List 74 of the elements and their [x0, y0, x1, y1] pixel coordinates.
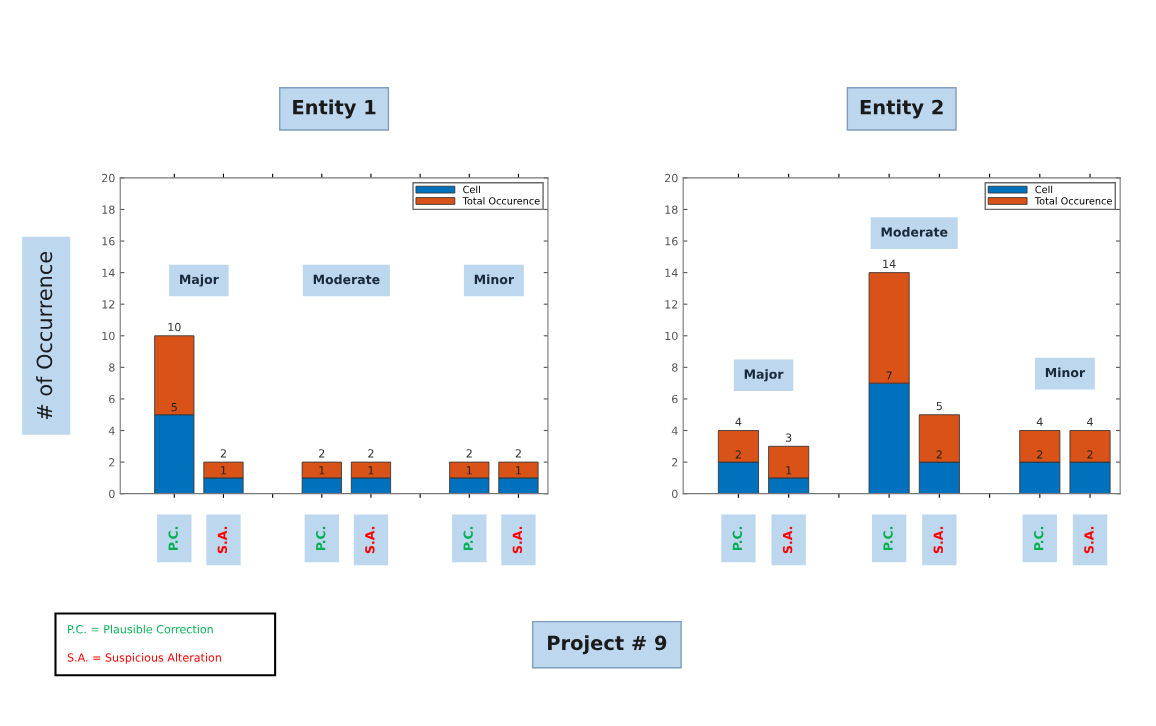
annotation: Minor	[1045, 367, 1086, 378]
total-label: 2	[368, 449, 374, 458]
data-label: 2	[1087, 450, 1093, 459]
y-tick-label: 20	[102, 173, 115, 183]
y-tick-label: 10	[102, 331, 115, 341]
data-label: 1	[466, 466, 472, 475]
x-tick-label: P.C.	[315, 526, 326, 551]
annotation: Major	[744, 369, 784, 382]
data-label: 5	[171, 403, 177, 412]
y-tick-label: 14	[102, 268, 115, 277]
annotation: Moderate	[313, 274, 380, 285]
total-label: 4	[1036, 417, 1043, 426]
y-tick-label: 14	[665, 268, 678, 277]
legend-label: Cell	[1035, 185, 1053, 194]
y-tick-label: 4	[671, 426, 678, 435]
x-tick-label: P.C.	[883, 526, 893, 551]
total-label: 4	[735, 417, 742, 426]
x-tick-label: P.C.	[732, 526, 743, 551]
y-tick-label: 8	[109, 363, 115, 372]
y-tick-label: 16	[665, 237, 678, 246]
text: P.C. = Plausible Correction	[68, 624, 213, 634]
data-label: 1	[786, 466, 792, 475]
y-tick-label: 12	[665, 300, 678, 309]
x-tick-label: S.A.	[217, 526, 228, 554]
y-tick-label: 16	[102, 237, 115, 246]
y-tick-label: 4	[108, 426, 115, 435]
y-tick-label: 18	[665, 205, 678, 214]
text: Project # 9	[548, 635, 667, 655]
y-tick-label: 8	[672, 363, 678, 372]
y-tick-label: 0	[109, 489, 115, 499]
data-label: 1	[221, 466, 226, 475]
text: S.A. = Suspicious Alteration	[67, 653, 221, 664]
total-label: 10	[168, 322, 181, 332]
total-label: 2	[515, 449, 521, 458]
y-tick-label: 20	[665, 173, 678, 183]
data-label: 2	[1037, 450, 1043, 459]
x-tick-label: S.A.	[1084, 526, 1094, 554]
y-tick-label: 0	[672, 489, 678, 499]
data-label: 2	[936, 450, 942, 459]
y-tick-label: 6	[672, 394, 678, 404]
y-tick-label: 2	[109, 458, 115, 467]
total-label: 2	[319, 449, 325, 458]
y-tick-label: 6	[109, 394, 115, 404]
annotation: Major	[180, 274, 219, 287]
x-tick-label: P.C.	[1033, 526, 1044, 551]
x-tick-label: S.A.	[512, 526, 523, 554]
annotation: Moderate	[881, 227, 948, 237]
legend-label: Total Occurence	[462, 197, 540, 205]
total-label: 4	[1087, 417, 1093, 426]
x-tick-label: S.A.	[782, 526, 793, 554]
legend-label: Cell	[463, 185, 480, 194]
annotation: Minor	[474, 274, 515, 285]
x-tick-label: P.C.	[168, 526, 178, 551]
data-label: 1	[516, 466, 521, 475]
x-tick-label: S.A.	[365, 526, 375, 554]
data-label: 1	[368, 466, 374, 475]
y-axis-title: # of Occurrence	[36, 251, 53, 420]
total-label: 14	[883, 259, 896, 268]
data-label: 2	[735, 450, 741, 459]
total-label: 2	[220, 449, 226, 458]
data-label: 1	[319, 466, 325, 475]
x-tick-label: S.A.	[933, 526, 943, 554]
chart-title: Entity 1	[293, 99, 376, 119]
total-label: 5	[936, 401, 942, 411]
x-tick-label: P.C.	[463, 526, 473, 551]
y-tick-label: 12	[102, 300, 115, 309]
total-label: 3	[785, 433, 792, 442]
y-tick-label: 18	[102, 205, 115, 214]
total-label: 2	[466, 449, 472, 458]
data-label: 7	[886, 371, 892, 380]
y-tick-label: 2	[672, 458, 678, 467]
legend-label: Total Occurence	[1034, 197, 1112, 205]
chart-title: Entity 2	[860, 99, 943, 119]
y-tick-label: 10	[665, 331, 678, 341]
